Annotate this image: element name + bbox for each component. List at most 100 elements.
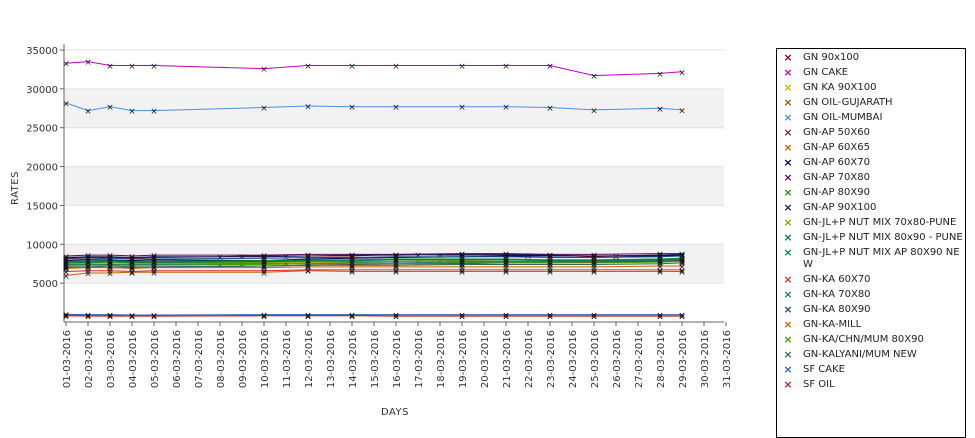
background-bands bbox=[64, 50, 724, 283]
legend-label: GN OIL-GUJARATH bbox=[803, 97, 963, 109]
x-tick-label: 22-03-2016 bbox=[524, 330, 535, 388]
data-point-marker: × bbox=[546, 313, 554, 323]
legend-item: × GN-KALYANI/MUM NEW bbox=[781, 349, 963, 361]
legend-label: GN-AP 60X70 bbox=[803, 157, 963, 169]
legend-marker-icon: × bbox=[781, 127, 795, 139]
y-tick-label: 30000 bbox=[26, 85, 58, 96]
legend-marker-icon: × bbox=[781, 202, 795, 214]
legend-label: GN-JL+P NUT MIX AP 80X90 NEW bbox=[803, 247, 963, 271]
legend-item: ×GN CAKE bbox=[781, 67, 963, 79]
x-tick-label: 12-03-2016 bbox=[304, 330, 315, 388]
x-tick-label: 20-03-2016 bbox=[480, 330, 491, 388]
legend-label: GN-KA-MILL bbox=[803, 319, 963, 331]
data-point-marker: × bbox=[458, 261, 466, 271]
legend-marker-icon: × bbox=[781, 319, 795, 331]
data-point-marker: × bbox=[590, 106, 598, 116]
data-point-marker: × bbox=[150, 263, 158, 273]
series-sf-oil: ××××××××××××××× bbox=[62, 312, 686, 322]
data-point-marker: × bbox=[128, 107, 136, 117]
data-point-marker: × bbox=[260, 104, 268, 114]
legend-item: × GN KA 90X100 bbox=[781, 82, 963, 94]
legend-item: × SF CAKE bbox=[781, 364, 963, 376]
data-point-marker: × bbox=[656, 260, 664, 270]
legend-label: GN-JL+P NUT MIX 80x90 - PUNE bbox=[803, 232, 963, 244]
x-tick-label: 01-03-2016 bbox=[62, 330, 73, 388]
x-tick-label: 17-03-2016 bbox=[414, 330, 425, 388]
legend-label: GN-KALYANI/MUM NEW bbox=[803, 349, 963, 361]
legend-label: GN-AP 70X80 bbox=[803, 172, 963, 184]
legend-marker-icon: × bbox=[781, 289, 795, 301]
data-point-marker: × bbox=[84, 107, 92, 117]
x-tick-label: 24-03-2016 bbox=[568, 330, 579, 388]
legend-item: ×GN-KA 80X90 bbox=[781, 304, 963, 316]
data-point-marker: × bbox=[590, 261, 598, 271]
legend-label: SF CAKE bbox=[803, 364, 963, 376]
legend-item: × GN OIL-MUMBAI bbox=[781, 112, 963, 124]
y-tick-label: 5000 bbox=[33, 279, 58, 290]
legend-item: ×GN-AP 50X60 bbox=[781, 127, 963, 139]
legend-label: GN KA 90X100 bbox=[803, 82, 963, 94]
legend-marker-icon: × bbox=[781, 304, 795, 316]
legend-marker-icon: × bbox=[781, 157, 795, 169]
data-point-marker: × bbox=[458, 313, 466, 323]
data-point-marker: × bbox=[106, 103, 114, 113]
data-point-marker: × bbox=[150, 62, 158, 72]
data-point-marker: × bbox=[678, 106, 686, 116]
data-point-marker: × bbox=[106, 263, 114, 273]
legend-marker-icon: × bbox=[781, 112, 795, 124]
legend-label: GN OIL-MUMBAI bbox=[803, 112, 963, 124]
legend-marker-icon: × bbox=[781, 82, 795, 94]
data-point-marker: × bbox=[590, 313, 598, 323]
data-point-marker: × bbox=[260, 312, 268, 322]
data-point-marker: × bbox=[656, 70, 664, 80]
x-tick-label: 03-03-2016 bbox=[106, 330, 117, 388]
data-point-marker: × bbox=[678, 68, 686, 78]
data-point-marker: × bbox=[678, 313, 686, 323]
data-point-marker: × bbox=[348, 62, 356, 72]
legend-item: ×GN-AP 90X100 bbox=[781, 202, 963, 214]
data-point-marker: × bbox=[62, 263, 70, 273]
data-point-marker: × bbox=[62, 60, 70, 70]
y-tick-label: 25000 bbox=[26, 124, 58, 135]
legend-label: GN-JL+P NUT MIX 70x80-PUNE bbox=[803, 217, 963, 229]
x-tick-label: 08-03-2016 bbox=[216, 330, 227, 388]
data-point-marker: × bbox=[656, 105, 664, 115]
x-tick-label: 27-03-2016 bbox=[634, 330, 645, 388]
data-point-marker: × bbox=[502, 62, 510, 72]
data-point-marker: × bbox=[392, 262, 400, 272]
data-point-marker: × bbox=[458, 62, 466, 72]
legend-label: GN-KA 70X80 bbox=[803, 289, 963, 301]
data-point-marker: × bbox=[458, 103, 466, 113]
legend-item: × GN-KA-MILL bbox=[781, 319, 963, 331]
data-point-marker: × bbox=[502, 103, 510, 113]
legend-marker-icon: × bbox=[781, 379, 795, 391]
data-point-marker: × bbox=[106, 62, 114, 72]
x-tick-label: 30-03-2016 bbox=[700, 330, 711, 388]
legend-marker-icon: × bbox=[781, 364, 795, 376]
legend-item: ×GN-AP 70X80 bbox=[781, 172, 963, 184]
x-tick-label: 28-03-2016 bbox=[656, 330, 667, 388]
data-point-marker: × bbox=[84, 313, 92, 323]
x-tick-label: 11-03-2016 bbox=[282, 330, 293, 388]
legend-item: ×GN-AP 60X65 bbox=[781, 142, 963, 154]
x-tick-label: 15-03-2016 bbox=[370, 330, 381, 388]
legend-marker-icon: × bbox=[781, 349, 795, 361]
data-point-marker: × bbox=[546, 62, 554, 72]
data-point-marker: × bbox=[62, 99, 70, 109]
legend-item: ×GN-KA 60X70 bbox=[781, 274, 963, 286]
x-tick-label: 05-03-2016 bbox=[150, 330, 161, 388]
legend-item: × GN-KA 70X80 bbox=[781, 289, 963, 301]
x-tick-label: 18-03-2016 bbox=[436, 330, 447, 388]
data-point-marker: × bbox=[128, 313, 136, 323]
legend-marker-icon: × bbox=[781, 334, 795, 346]
legend-marker-icon: × bbox=[781, 52, 795, 64]
data-point-marker: × bbox=[348, 312, 356, 322]
x-axis-title: DAYS bbox=[381, 407, 409, 418]
series-gn-cake: ××××××××××××××× bbox=[62, 58, 686, 82]
data-point-marker: × bbox=[106, 313, 114, 323]
grid-band bbox=[64, 167, 724, 206]
data-point-marker: × bbox=[678, 259, 686, 269]
data-point-marker: × bbox=[304, 262, 312, 272]
data-point-marker: × bbox=[62, 312, 70, 322]
